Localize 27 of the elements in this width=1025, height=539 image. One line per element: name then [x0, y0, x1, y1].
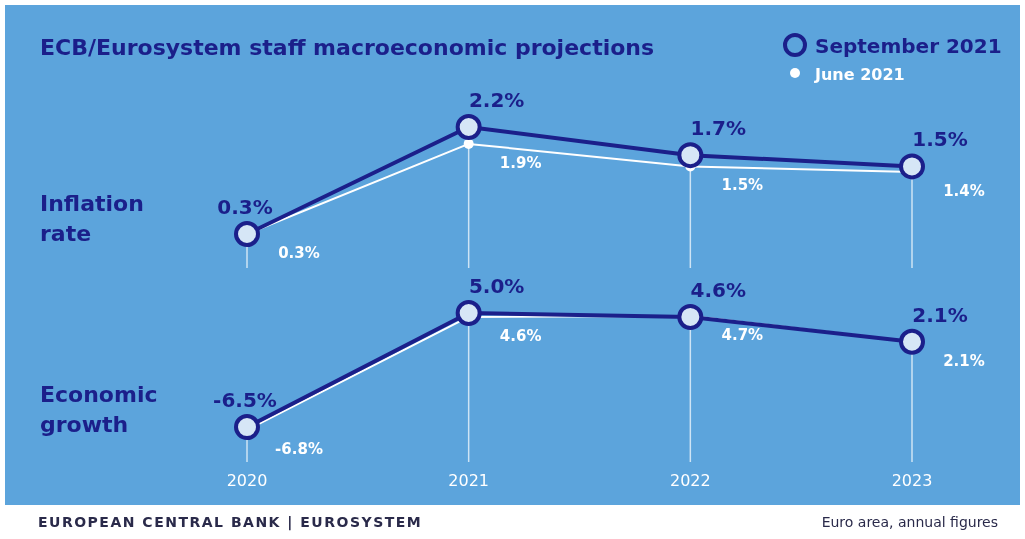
data-label: 2.1% [912, 302, 968, 327]
data-label: 1.7% [690, 116, 747, 141]
text: Euro area, annual figures [821, 514, 998, 530]
text: EUROPEAN CENTRAL BANK | EUROSYSTEM [38, 514, 423, 531]
data-label: 0.3% [278, 244, 320, 262]
data-label: 1.4% [943, 182, 985, 201]
legend-label: September 2021 [815, 34, 1002, 58]
data-label: -6.5% [213, 388, 277, 413]
y-axis-title: Inflation rate [40, 190, 144, 246]
x-tick-label: 2022 [669, 471, 711, 490]
data-label: 5.0% [468, 274, 525, 298]
y-axis-title: Economic growth [40, 381, 158, 437]
data-label: 1.5% [721, 176, 764, 195]
data-label: 1.9% [499, 153, 542, 172]
data-label: 2.1% [943, 351, 985, 370]
data-label: 4.6% [499, 326, 542, 345]
x-tick-label: 2021 [448, 471, 490, 490]
data-label: 2.2% [468, 88, 525, 112]
data-label: 4.7% [721, 325, 764, 344]
data-label: -6.8% [275, 440, 323, 458]
legend-label: June 2021 [814, 65, 905, 84]
x-tick-label: 2020 [226, 471, 268, 490]
chart-title: ECB/Eurosystem staff macroeconomic projections [40, 35, 655, 60]
data-label: 1.5% [912, 127, 968, 152]
x-tick-label: 2023 [891, 471, 933, 490]
data-label: 0.3% [217, 195, 273, 219]
data-label: 4.6% [690, 277, 747, 302]
